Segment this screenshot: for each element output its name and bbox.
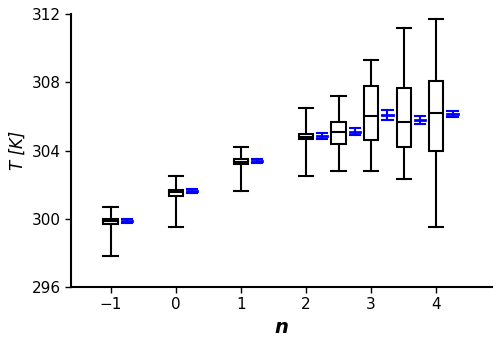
Bar — [396, 88, 411, 147]
Bar — [234, 159, 248, 164]
Bar — [299, 134, 313, 139]
X-axis label: n: n — [274, 318, 288, 337]
Bar — [364, 86, 378, 140]
Bar — [429, 81, 444, 150]
Y-axis label: T [K]: T [K] — [8, 131, 26, 170]
Bar — [104, 219, 118, 224]
Bar — [168, 190, 183, 196]
Bar — [332, 121, 345, 144]
